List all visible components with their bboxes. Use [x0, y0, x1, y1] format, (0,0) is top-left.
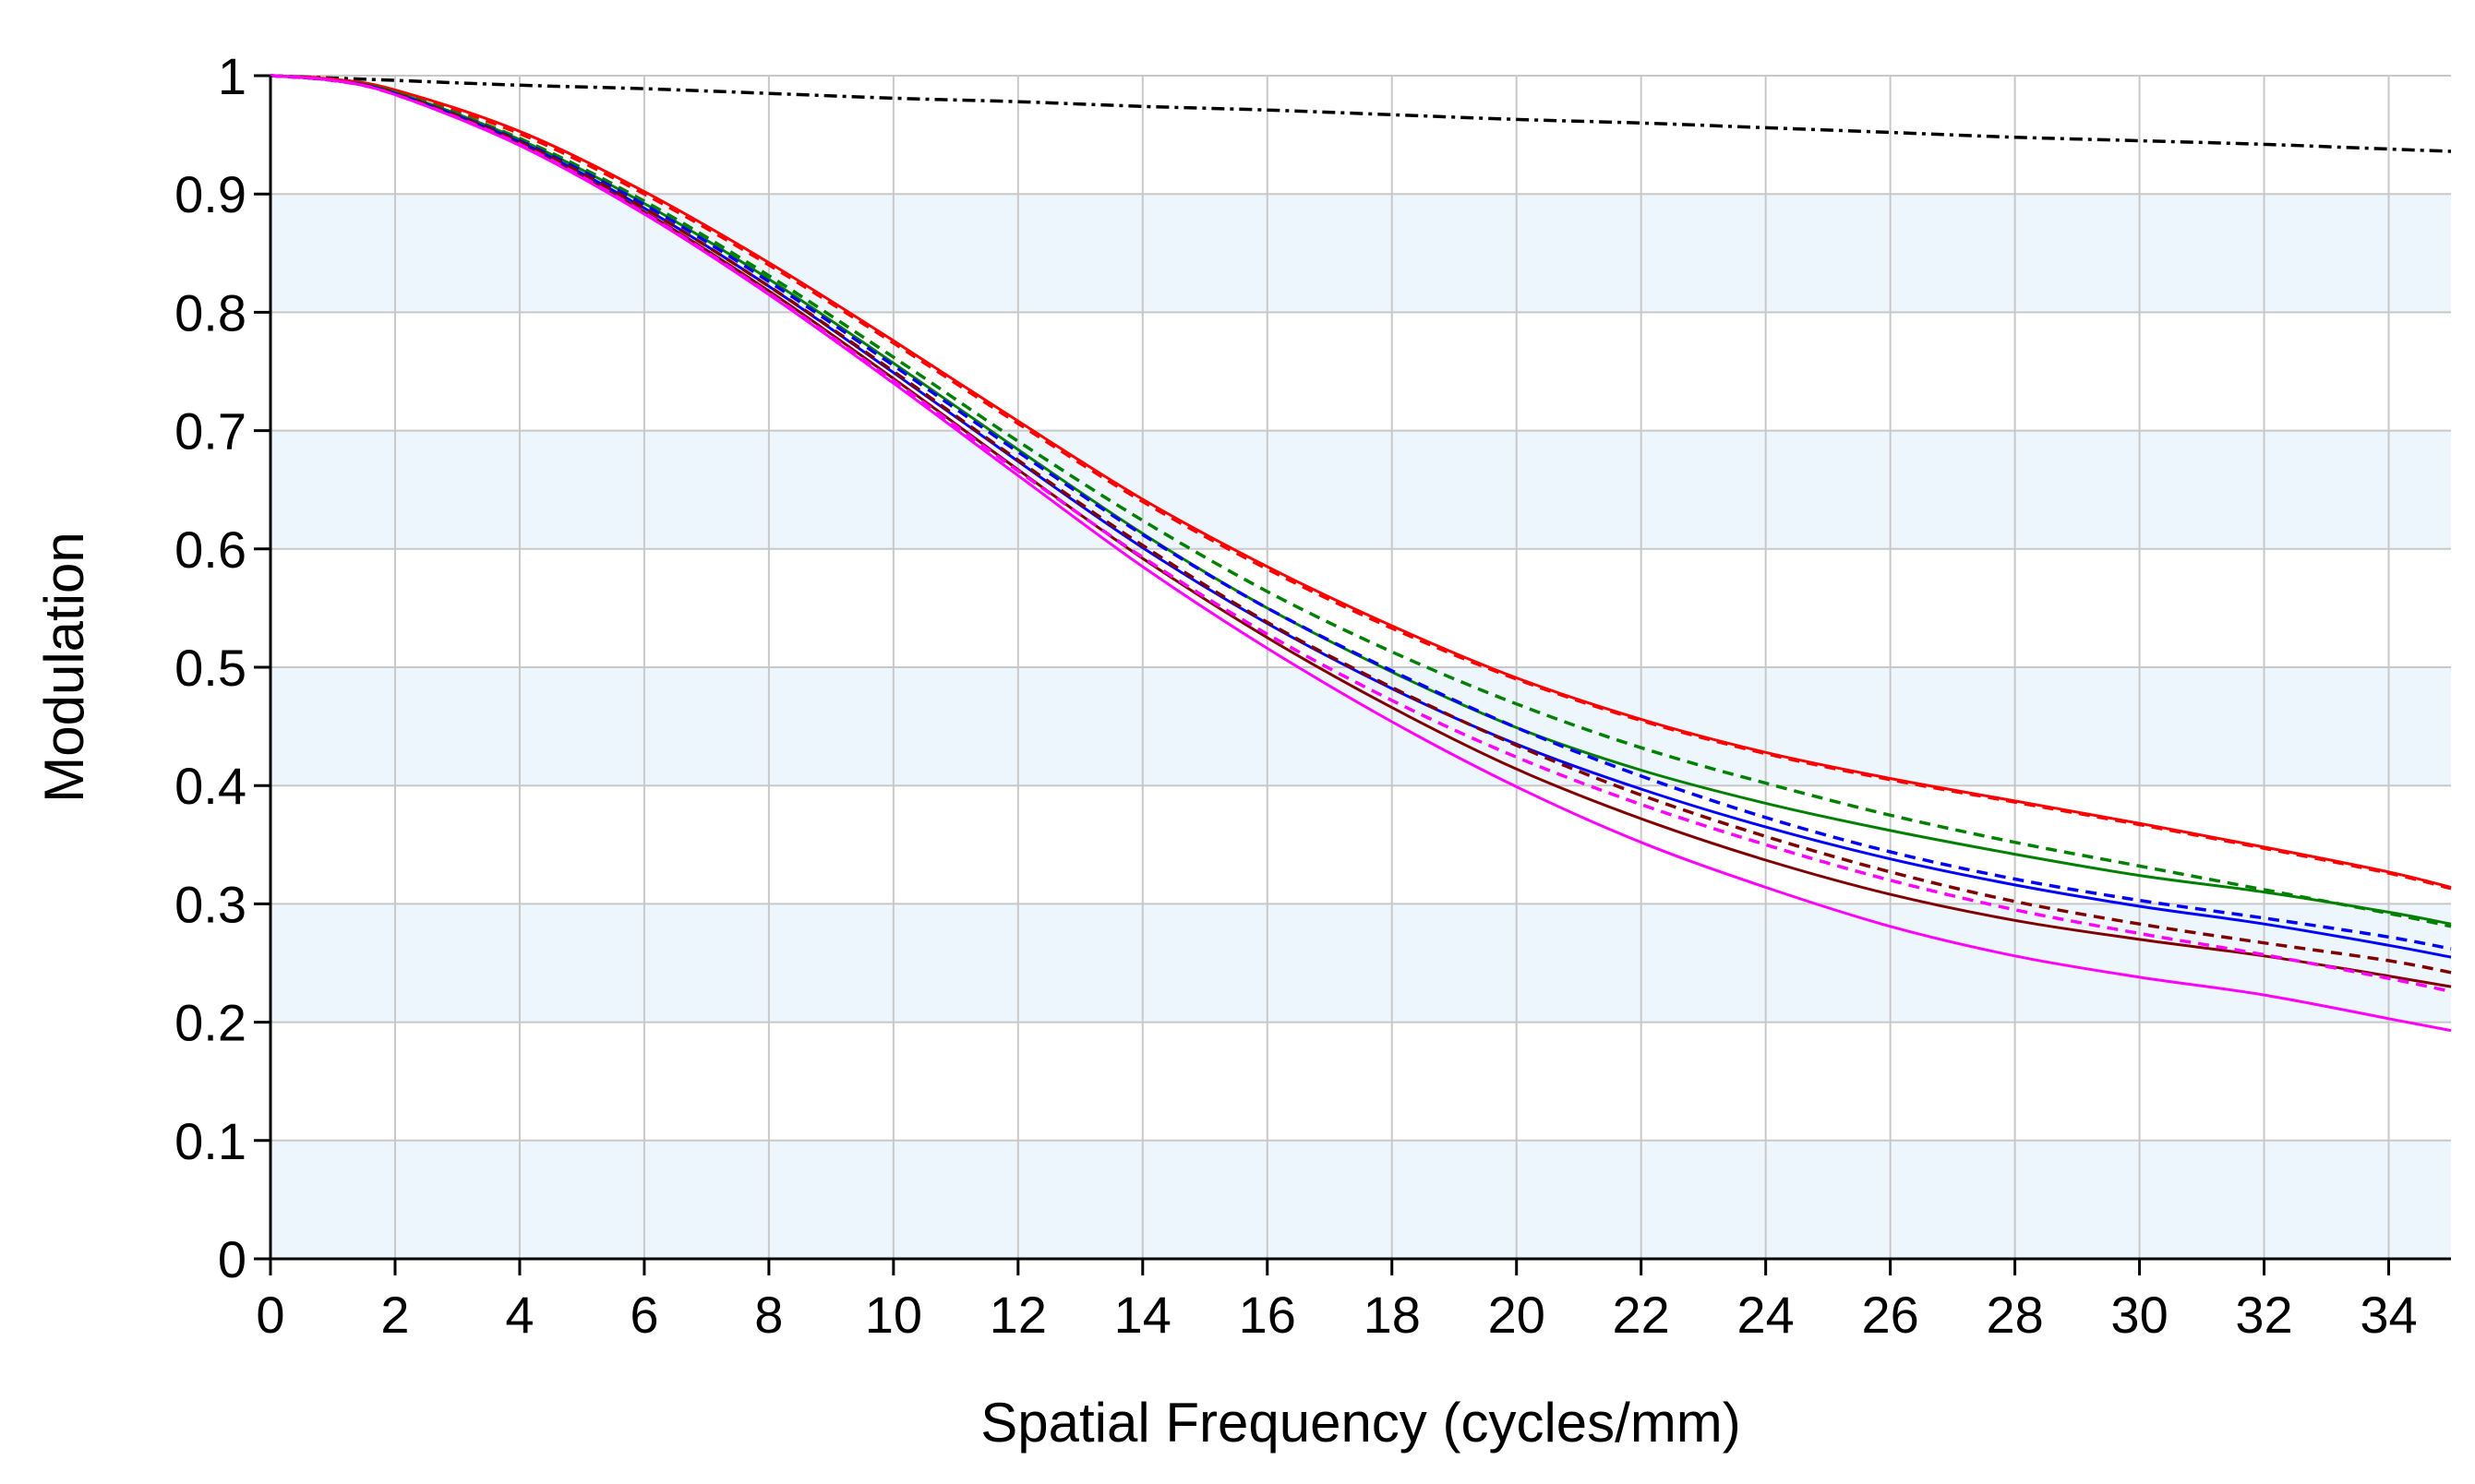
y-tick-label: 0.6	[174, 521, 246, 579]
series-green-tangential	[270, 74, 2452, 926]
x-axis-title: Spatial Frequency (cycles/mm)	[980, 1392, 1741, 1454]
y-tick-label: 0.8	[174, 283, 246, 341]
band-0	[270, 1140, 2451, 1259]
series-magenta-tangential	[270, 74, 2452, 1033]
band-6	[270, 430, 2451, 549]
series-red-tangential	[270, 74, 2452, 889]
series-brown-tangential	[270, 74, 2452, 988]
band-4	[270, 667, 2451, 786]
y-tick-label: 0.7	[174, 402, 246, 461]
x-tick-label: 24	[1737, 1286, 1795, 1344]
x-tick-label: 30	[2110, 1286, 2168, 1344]
y-tick-label: 0.4	[174, 757, 246, 815]
y-tick-label: 0.2	[174, 994, 246, 1052]
x-tick-label: 18	[1364, 1286, 1421, 1344]
x-tick-label: 8	[754, 1286, 783, 1344]
series-green-sagittal	[270, 74, 2452, 928]
x-tick-label: 16	[1239, 1286, 1296, 1344]
y-tick-label: 0	[218, 1230, 246, 1288]
y-tick-label: 0.5	[174, 639, 246, 697]
x-tick-label: 4	[505, 1286, 534, 1344]
y-tick-label: 0.3	[174, 875, 246, 933]
y-axis-title: Modulation	[33, 532, 95, 803]
x-axis-ticks: 0 2 4 6 8 10 12 14 16 18 20 22 24 26 28 30 32 34	[256, 1259, 2418, 1344]
band-8	[270, 194, 2451, 313]
y-tick-label: 0.1	[174, 1112, 246, 1170]
series-blue-sagittal	[270, 74, 2452, 951]
y-axis-ticks: 0 0.1 0.2 0.3 0.4 0.5 0.6 0.7 0.8 0.9 1	[174, 47, 270, 1288]
x-tick-label: 34	[2360, 1286, 2417, 1344]
series-magenta-sagittal	[270, 74, 2452, 994]
grid-lines	[270, 75, 2451, 1260]
series-diffraction-limit	[270, 74, 2452, 153]
x-tick-label: 2	[380, 1286, 409, 1344]
x-tick-label: 32	[2235, 1286, 2292, 1344]
x-tick-label: 10	[865, 1286, 922, 1344]
x-tick-label: 22	[1613, 1286, 1670, 1344]
x-tick-label: 0	[256, 1286, 284, 1344]
band-2	[270, 904, 2451, 1023]
y-tick-label: 1	[218, 47, 246, 105]
x-tick-label: 26	[1861, 1286, 1918, 1344]
series-red-sagittal	[270, 74, 2452, 891]
x-tick-label: 12	[990, 1286, 1047, 1344]
x-tick-label: 20	[1488, 1286, 1545, 1344]
x-tick-label: 6	[630, 1286, 658, 1344]
series-brown-sagittal	[270, 74, 2452, 975]
series-lines	[270, 74, 2452, 1033]
y-tick-label: 0.9	[174, 165, 246, 223]
x-tick-label: 14	[1114, 1286, 1171, 1344]
x-tick-label: 28	[1986, 1286, 2043, 1344]
